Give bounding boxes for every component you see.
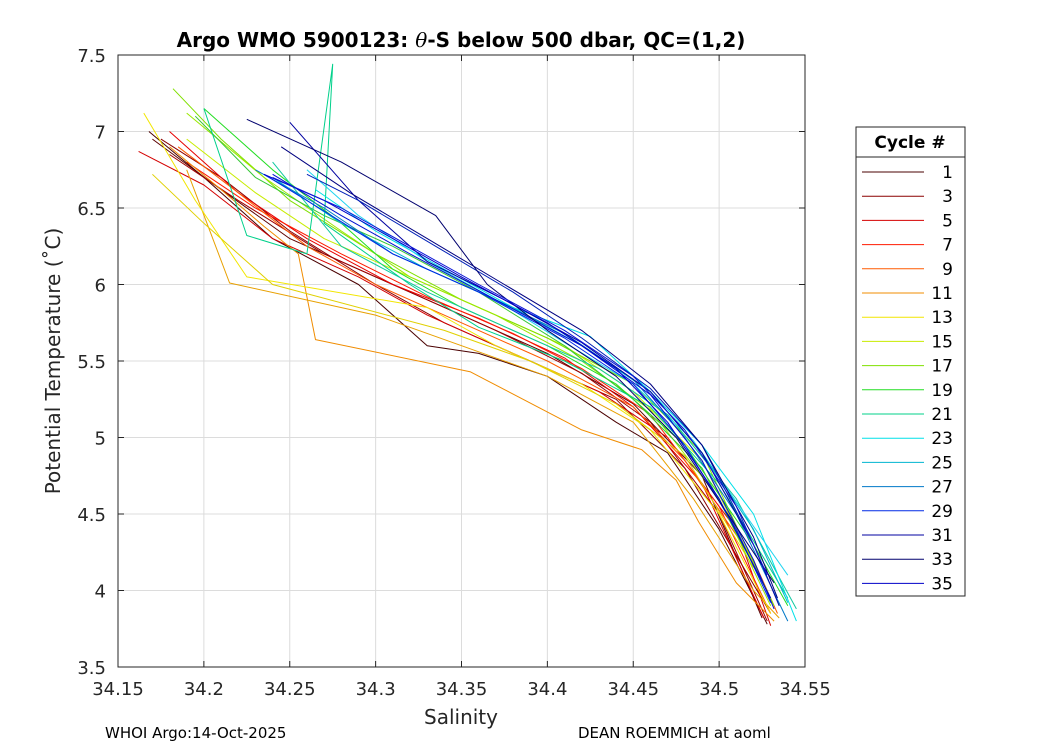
footer-right: DEAN ROEMMICH at aoml [578, 724, 771, 742]
y-axis-label: Potential Temperature (˚C) [41, 228, 65, 495]
series-line-cycle-3b [169, 154, 768, 622]
legend-label-31: 31 [931, 526, 953, 546]
legend-label-7: 7 [942, 236, 953, 256]
x-tick-label: 34.3 [356, 679, 396, 700]
legend-label-15: 15 [931, 332, 953, 352]
y-tick-label: 6.5 [77, 199, 106, 220]
legend-title: Cycle # [874, 133, 945, 153]
series-line-cycle-17b [186, 112, 772, 607]
x-tick-label: 34.4 [527, 679, 567, 700]
title-suffix: -S below 500 dbar, QC=(1,2) [427, 28, 745, 52]
x-tick-label: 34.55 [779, 679, 831, 700]
y-tick-label: 7.5 [77, 46, 106, 67]
series-line-cycle-11 [169, 146, 775, 622]
legend-label-33: 33 [931, 550, 953, 570]
y-tick-label: 4 [95, 582, 106, 603]
title-theta: θ [415, 28, 427, 52]
y-tick-label: 4.5 [77, 505, 106, 526]
legend-label-9: 9 [942, 260, 953, 280]
series-line-cycle-35 [263, 173, 772, 599]
legend-label-25: 25 [931, 453, 953, 473]
series-line-cycle-1 [148, 131, 768, 625]
series-line-cycle-21 [203, 63, 789, 599]
x-tick-label: 34.2 [184, 679, 224, 700]
legend-label-11: 11 [931, 284, 953, 304]
legend-label-29: 29 [931, 502, 953, 522]
footer-left: WHOI Argo:14-Oct-2025 [105, 724, 287, 742]
y-tick-label: 6 [95, 276, 106, 297]
series-line-cycle-13 [143, 112, 772, 614]
series-line-cycle-13b [152, 173, 754, 568]
legend-label-1: 1 [942, 163, 953, 183]
series-line-cycle-7 [186, 161, 772, 614]
legend-label-3: 3 [942, 187, 953, 207]
data-series [138, 63, 797, 626]
series-line-cycle-31 [289, 121, 780, 606]
legend-label-13: 13 [931, 308, 953, 328]
legend-label-5: 5 [942, 211, 953, 231]
y-tick-label: 3.5 [77, 658, 106, 679]
x-axis-label: Salinity [424, 705, 498, 729]
series-line-cycle-5b [169, 131, 765, 619]
x-tick-label: 34.15 [92, 679, 144, 700]
x-tick-label: 34.25 [264, 679, 316, 700]
legend-label-21: 21 [931, 405, 953, 425]
axis-ticks: 34.15 34.2 34.25 34.3 34.35 34.4 34.45 34.5 34.5… [77, 46, 830, 700]
y-tick-label: 7 [95, 123, 106, 144]
legend-label-35: 35 [931, 574, 953, 594]
series-line-cycle-9 [177, 146, 778, 614]
legend-box [855, 126, 966, 597]
x-tick-label: 34.5 [699, 679, 739, 700]
legend-label-27: 27 [931, 478, 953, 498]
legend-label-23: 23 [931, 429, 953, 449]
y-tick-label: 5 [95, 429, 106, 450]
y-tick-label: 5.5 [77, 352, 106, 373]
series-line-cycle-11b [186, 169, 780, 619]
legend-label-17: 17 [931, 357, 953, 377]
series-line-cycle-33 [246, 118, 775, 584]
x-tick-label: 34.35 [436, 679, 488, 700]
series-line-cycle-35b [272, 176, 768, 576]
x-tick-label: 34.45 [607, 679, 659, 700]
title-prefix: Argo WMO 5900123: [177, 28, 416, 52]
legend-label-19: 19 [931, 381, 953, 401]
chart-title: Argo WMO 5900123: θ-S below 500 dbar, QC… [177, 28, 746, 52]
